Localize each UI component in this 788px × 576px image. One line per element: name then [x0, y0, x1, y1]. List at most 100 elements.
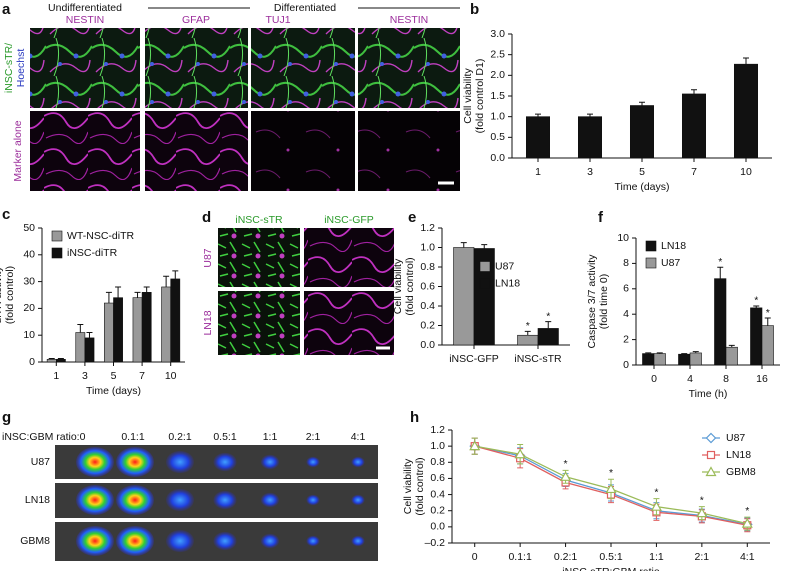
significance-star: *	[609, 467, 613, 479]
bioluminescence	[351, 494, 365, 506]
bar	[75, 332, 86, 363]
row-label: U87	[202, 248, 214, 267]
error-bar	[656, 352, 663, 354]
error-bar	[545, 321, 552, 329]
error-bar	[48, 358, 55, 360]
bioluminescence	[76, 447, 114, 477]
panel-letter: d	[202, 209, 211, 226]
significance-star: *	[745, 505, 749, 517]
legend-swatch	[645, 240, 657, 252]
bar	[46, 359, 57, 363]
bioluminescence	[260, 454, 280, 470]
legend-swatch	[479, 261, 491, 272]
bar	[84, 337, 95, 363]
column-label: 1:1	[263, 431, 278, 443]
column-label: NESTIN	[66, 14, 105, 26]
y-axis-label: (fold time 0)	[598, 274, 610, 329]
micrograph	[304, 228, 394, 287]
x-axis-label: Time (h)	[689, 388, 728, 400]
error-bar	[105, 291, 112, 304]
legend-label: U87	[726, 432, 745, 444]
error-bar	[728, 344, 735, 348]
micrograph	[358, 28, 460, 108]
y-tick-label: 0.8	[430, 456, 445, 468]
legend-swatch	[479, 278, 491, 289]
y-tick-label: 4	[623, 308, 629, 320]
row-label: Hoechst	[15, 49, 27, 88]
error-bar	[143, 286, 150, 293]
column-label: TUJ1	[265, 14, 290, 26]
panel-letter: b	[470, 1, 479, 18]
group-label: Undifferentiated	[48, 2, 122, 14]
bar	[642, 353, 655, 366]
panel-d: d iNSC-sTR iNSC-GFP U87 LN18	[202, 209, 394, 355]
legend-marker	[705, 432, 717, 444]
x-tick-label: 7	[691, 166, 697, 178]
marker	[696, 507, 708, 518]
bar	[681, 93, 706, 159]
bioluminescence	[116, 526, 154, 556]
legend-label: U87	[661, 257, 680, 269]
x-tick-label: iNSC-GFP	[449, 353, 499, 365]
legend-label: iNSC-diTR	[67, 247, 118, 259]
bioluminescence	[165, 488, 195, 512]
bioluminescence	[116, 447, 154, 477]
bar	[453, 247, 475, 346]
y-axis-label: Cell viability	[462, 68, 474, 124]
y-tick-label: 10	[617, 232, 629, 244]
legend-swatch	[51, 247, 63, 259]
column-label: 2:1	[306, 431, 321, 443]
x-tick-label: 1:1	[649, 551, 664, 563]
column-label: 0.1:1	[121, 431, 145, 443]
error-bar	[460, 242, 467, 248]
legend-label: LN18	[661, 240, 686, 252]
panel-letter: f	[598, 209, 604, 226]
panel-letter: c	[2, 206, 10, 223]
legend-label: U87	[495, 260, 514, 272]
legend-label: LN18	[726, 449, 751, 461]
y-tick-label: 0.8	[420, 261, 435, 273]
bioluminescence	[351, 456, 365, 468]
bar	[170, 278, 181, 363]
error-bar	[134, 291, 141, 298]
error-bar	[639, 101, 645, 106]
significance-star: *	[654, 486, 658, 498]
x-tick-label: 5	[639, 166, 645, 178]
bioluminescence	[306, 535, 320, 547]
x-axis-label: Time (days)	[614, 181, 669, 193]
bioluminescence	[76, 485, 114, 515]
x-tick-label: 0.1:1	[508, 551, 532, 563]
y-tick-label: 0.5	[490, 131, 505, 143]
x-tick-label: iNSC-sTR	[514, 353, 562, 365]
y-axis-label: diTR activity	[0, 266, 4, 324]
panel-g: g iNSC:GBM ratio:0 0.1:1 0.2:1 0.5:1 1:1…	[2, 409, 378, 561]
column-label: 0.5:1	[213, 431, 237, 443]
bioluminescence	[116, 485, 154, 515]
y-tick-label: 50	[23, 222, 35, 234]
error-bar	[764, 317, 771, 326]
bioluminescence	[351, 535, 365, 547]
bar	[141, 292, 152, 363]
error-bar	[86, 332, 93, 338]
x-tick-label: 0	[651, 373, 657, 385]
micrograph	[218, 291, 300, 355]
y-axis-label: (fold control)	[414, 457, 426, 515]
bar	[733, 63, 758, 159]
bar	[517, 334, 539, 346]
x-tick-label: 3	[587, 166, 593, 178]
marker	[741, 517, 753, 528]
marker	[514, 448, 526, 459]
bar	[725, 346, 738, 366]
y-tick-label: 2	[623, 333, 629, 345]
x-tick-label: 1	[53, 370, 59, 382]
legend-marker	[706, 450, 716, 460]
column-label: 4:1	[351, 431, 366, 443]
x-tick-label: 4:1	[740, 551, 755, 563]
y-tick-label: 0	[29, 356, 35, 368]
y-tick-label: 1.0	[420, 241, 435, 253]
error-bar	[743, 57, 749, 65]
bioluminescence	[213, 452, 237, 472]
bioluminescence	[260, 533, 280, 549]
error-bar	[753, 305, 760, 308]
y-tick-label: 0.6	[430, 472, 445, 484]
